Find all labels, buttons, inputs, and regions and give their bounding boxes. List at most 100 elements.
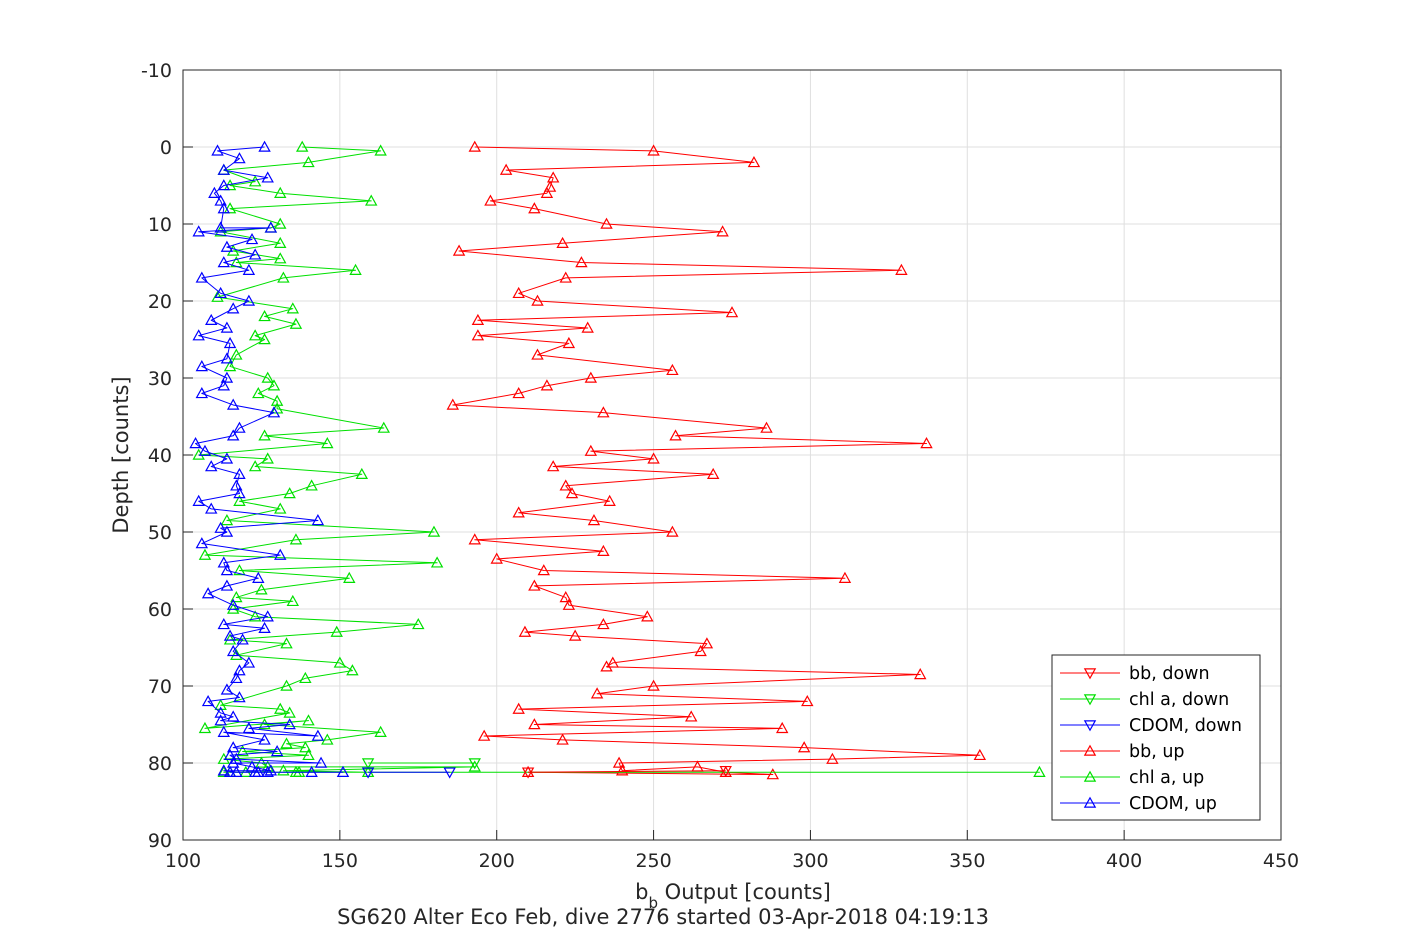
data-point-cdom-up <box>192 225 205 237</box>
data-point-bb-up <box>559 479 572 491</box>
legend-label-chl-a-up: chl a, up <box>1129 768 1204 788</box>
data-point-bb-up <box>775 721 789 734</box>
data-point-bb-up <box>518 625 532 637</box>
data-point-bb-up <box>484 194 497 206</box>
data-point-chl-a-up <box>211 290 224 302</box>
x-axis-label-rest: Output [counts] <box>658 880 831 904</box>
y-tick-label: 10 <box>148 214 172 236</box>
data-point-chl-a-up <box>270 394 284 406</box>
data-point-chl-a-up <box>292 765 306 778</box>
data-point-bb-up <box>546 460 560 472</box>
data-point-chl-a-up <box>274 252 287 264</box>
data-point-chl-a-up <box>255 583 268 595</box>
data-point-bb-up <box>801 694 814 707</box>
data-point-chl-a-up <box>283 487 296 499</box>
data-point-chl-a-up <box>236 745 249 757</box>
data-point-bb-up <box>468 533 481 545</box>
data-point-chl-a-up <box>192 448 205 460</box>
x-axis-label-subscript: b <box>648 894 658 912</box>
data-point-cdom-up <box>242 263 256 275</box>
data-point-bb-up <box>540 186 554 198</box>
x-axis-label-main: b <box>635 880 648 904</box>
data-point-cdom-up <box>220 321 234 333</box>
data-point-bb-down <box>521 767 535 779</box>
data-point-cdom-up <box>261 171 274 183</box>
data-point-bb-up <box>700 637 714 649</box>
data-point-chl-a-up <box>233 564 246 576</box>
data-point-cdom-up <box>233 691 246 703</box>
series-layer <box>189 140 1046 780</box>
data-point-chl-a-up <box>274 702 287 714</box>
data-point-cdom-up <box>258 621 271 634</box>
data-point-bb-up <box>562 598 576 610</box>
data-point-chl-a-up <box>258 309 271 322</box>
legend-marker-bb-up <box>1083 744 1097 756</box>
data-point-chl-a-up <box>1033 765 1046 778</box>
data-point-bb-up <box>468 140 481 152</box>
data-point-cdom-up <box>220 525 234 537</box>
data-point-cdom-up <box>270 745 284 757</box>
data-point-chl-a-down <box>361 758 375 770</box>
data-point-chl-a-up <box>277 271 290 283</box>
data-point-chl-a-up <box>289 317 303 329</box>
data-point-chl-a-up <box>248 175 262 187</box>
data-point-chl-a-down <box>468 758 481 770</box>
data-point-cdom-up <box>223 748 237 761</box>
data-point-cdom-up <box>223 629 237 641</box>
data-point-cdom-up <box>226 644 240 657</box>
data-point-chl-a-up <box>412 617 425 630</box>
data-point-bb-up <box>760 421 773 433</box>
x-tick-label: 100 <box>165 850 201 872</box>
data-point-chl-a-up <box>305 479 318 491</box>
data-point-bb-up <box>641 610 654 622</box>
data-point-cdom-up <box>236 633 249 645</box>
data-point-bb-up <box>590 687 604 699</box>
data-point-chl-a-up <box>274 502 287 514</box>
legend-entry-bb-up: bb, up <box>1060 742 1185 762</box>
data-point-bb-up <box>647 679 660 691</box>
data-point-chl-a-up <box>248 610 262 622</box>
data-point-bb-up <box>540 379 554 391</box>
data-point-bb-up <box>512 286 525 299</box>
data-point-cdom-up <box>217 202 231 214</box>
data-point-bb-up <box>669 429 682 441</box>
data-point-bb-up <box>895 263 908 275</box>
data-point-cdom-up <box>220 371 234 383</box>
y-tick-label: 0 <box>160 137 172 159</box>
data-point-cdom-up <box>226 756 240 768</box>
data-point-cdom-up <box>214 706 227 718</box>
x-tick-label: 350 <box>949 850 985 872</box>
data-point-chl-a-up <box>286 594 300 607</box>
legend-marker-cdom-up <box>1083 796 1097 808</box>
data-point-cdom-up <box>311 514 325 526</box>
data-point-cdom-up <box>217 379 231 391</box>
data-point-cdom-up <box>214 221 227 233</box>
grid-lines <box>183 70 1281 840</box>
series-chl-a-down <box>361 758 481 770</box>
data-point-cdom-up <box>217 163 231 175</box>
data-point-chl-a-up <box>277 764 290 776</box>
data-point-chl-a-up <box>280 679 293 691</box>
legend-entry-chl-a-down: chl a, down <box>1060 690 1229 710</box>
data-point-cdom-up <box>248 248 262 260</box>
x-tick-label: 200 <box>479 850 515 872</box>
data-point-chl-a-up <box>377 421 390 433</box>
x-tick-label: 450 <box>1263 850 1299 872</box>
data-point-chl-a-up <box>427 525 441 537</box>
data-point-cdom-up <box>217 617 231 630</box>
data-point-cdom-up <box>201 587 215 599</box>
data-point-bb-up <box>838 571 852 583</box>
data-point-chl-a-up <box>274 217 287 229</box>
data-point-chl-a-up <box>346 664 359 676</box>
data-point-cdom-up <box>192 494 205 506</box>
y-tick-label: -10 <box>141 60 172 82</box>
data-point-cdom-up <box>195 271 209 283</box>
data-point-cdom-up <box>283 718 296 730</box>
data-point-bb-up <box>797 741 811 753</box>
data-point-bb-up <box>615 764 629 776</box>
data-point-chl-a-up <box>248 329 262 341</box>
data-point-chl-a-up <box>233 494 246 506</box>
data-point-chl-a-up <box>258 333 271 345</box>
data-point-bb-up <box>647 452 660 464</box>
data-point-chl-a-up <box>302 748 315 761</box>
